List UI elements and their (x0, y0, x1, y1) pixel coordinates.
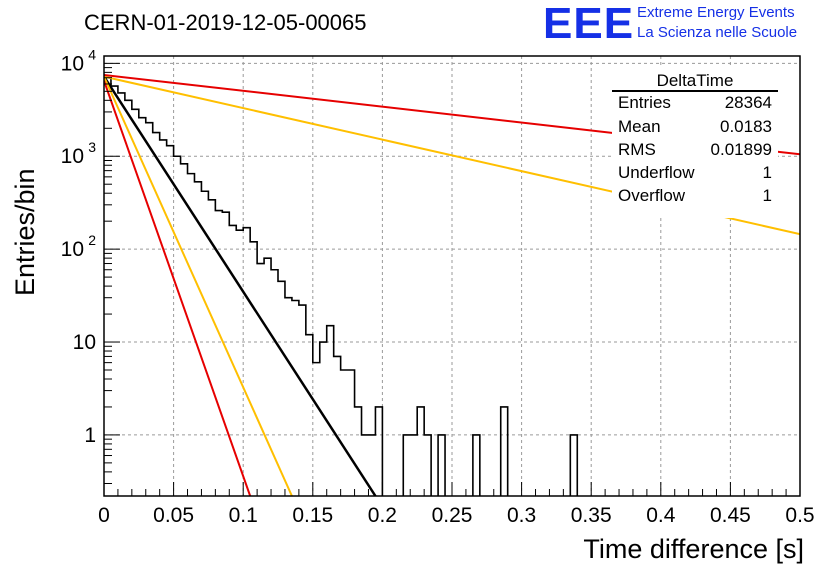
x-tick-label: 0.3 (507, 504, 536, 527)
y-tick-label: 1 (84, 424, 96, 447)
stats-row-rms: RMS 0.01899 (618, 140, 772, 164)
logo-caption-line1: Extreme Energy Events (637, 4, 795, 21)
stats-row-entries: Entries 28364 (618, 93, 772, 117)
fit-line (104, 80, 252, 496)
stats-value: 0.01899 (710, 140, 772, 159)
y-tick-label: 10 (61, 52, 84, 75)
stats-box: DeltaTime Entries 28364 Mean 0.0183 RMS … (612, 68, 778, 218)
x-tick-label: 0 (98, 504, 110, 527)
y-tick-exponent: 2 (88, 232, 96, 248)
stats-label: Underflow (618, 163, 695, 182)
y-tick-exponent: 3 (88, 139, 96, 155)
stats-value: 0.0183 (720, 117, 772, 136)
stats-row-underflow: Underflow 1 (618, 163, 772, 187)
stats-divider (612, 90, 778, 92)
stats-value: 1 (762, 163, 772, 182)
x-tick-label: 0.4 (646, 504, 676, 527)
y-tick-label: 10 (73, 331, 96, 354)
stats-row-mean: Mean 0.0183 (618, 117, 772, 141)
stats-title: DeltaTime (656, 71, 734, 90)
x-tick-label: 0.5 (785, 504, 814, 527)
stats-value: 1 (762, 186, 772, 205)
x-tick-label: 0.2 (368, 504, 397, 527)
logo-caption-line2: La Scienza nelle Scuole (637, 24, 798, 41)
y-tick-label: 10 (61, 238, 84, 261)
y-axis-label: Entries/bin (10, 168, 40, 296)
x-tick-label: 0.05 (153, 504, 194, 527)
x-tick-label: 0.35 (571, 504, 612, 527)
eee-logo: EEE (543, 0, 635, 48)
y-tick-exponent: 4 (88, 46, 96, 62)
stats-value: 28364 (724, 93, 772, 112)
stats-label: Entries (618, 93, 671, 112)
stats-label: Overflow (618, 186, 686, 205)
x-axis-label: Time difference [s] (583, 534, 804, 564)
fit-line (104, 76, 293, 496)
chart-title: CERN-01-2019-12-05-00065 (84, 10, 367, 35)
histogram-steps (104, 76, 579, 496)
x-tick-label: 0.25 (432, 504, 473, 527)
x-tick-label: 0.1 (229, 504, 258, 527)
stats-label: Mean (618, 117, 661, 136)
stats-label: RMS (618, 140, 656, 159)
x-tick-label: 0.45 (710, 504, 751, 527)
stats-row-overflow: Overflow 1 (618, 186, 772, 210)
x-tick-label: 0.15 (292, 504, 333, 527)
y-tick-label: 10 (61, 145, 84, 168)
fit-line (104, 75, 377, 496)
